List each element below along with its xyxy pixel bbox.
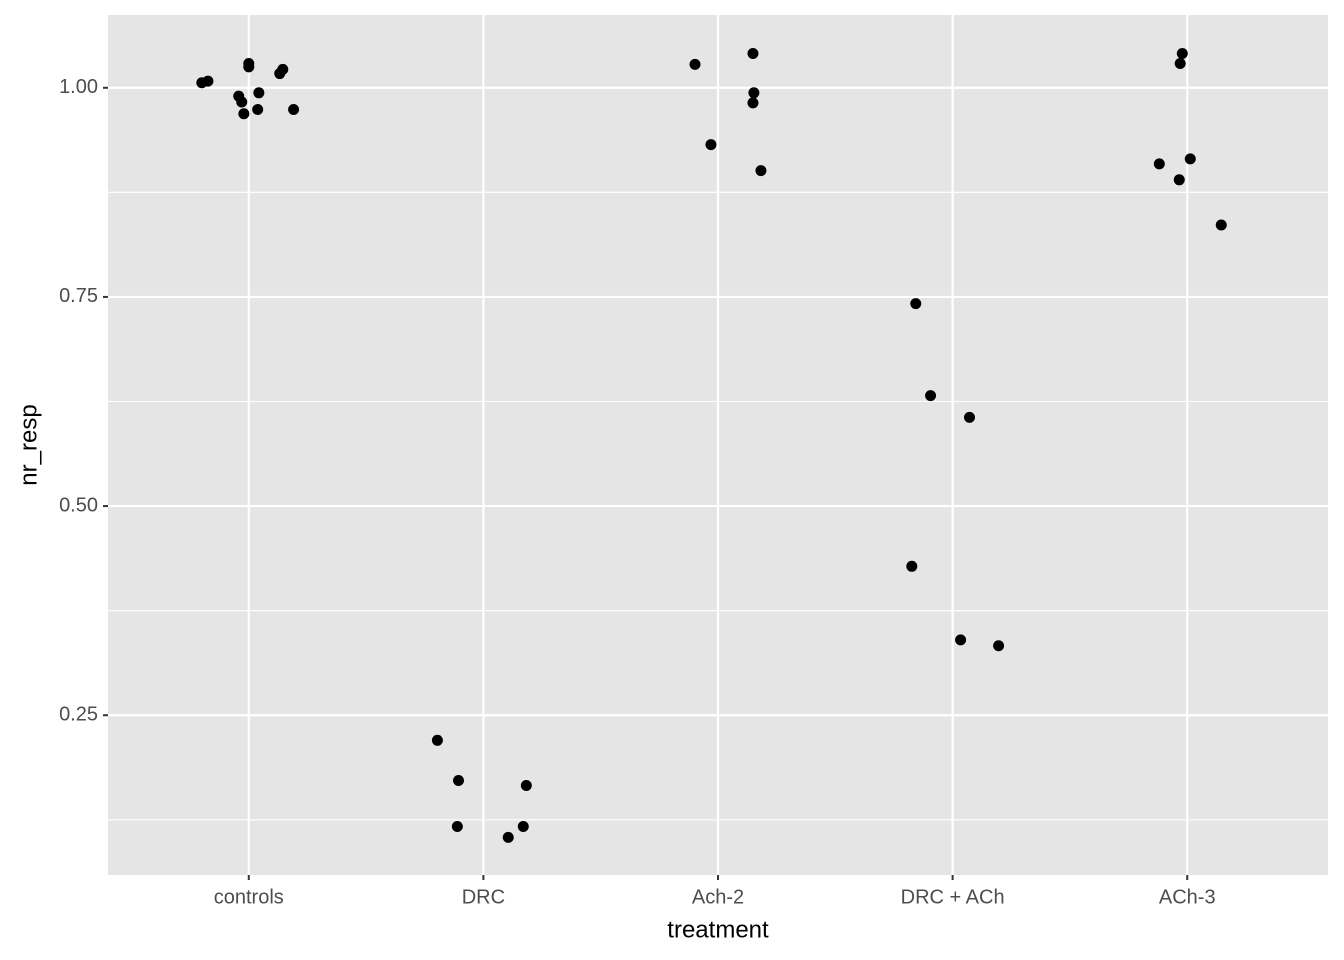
point	[451, 820, 463, 832]
x-tick-label: DRC + ACh	[901, 886, 1005, 908]
point	[955, 634, 967, 646]
point	[689, 58, 701, 70]
point	[202, 75, 214, 87]
point	[252, 104, 264, 116]
y-tick-label: 1.00	[59, 76, 98, 98]
point	[925, 390, 937, 402]
point	[277, 63, 289, 75]
y-axis-title: nr_resp	[15, 404, 42, 485]
point	[964, 411, 976, 423]
point	[1215, 219, 1227, 231]
point	[517, 820, 529, 832]
y-tick-label: 0.50	[59, 494, 98, 516]
point	[453, 774, 465, 786]
point	[906, 560, 918, 572]
x-tick-label: ACh-3	[1159, 886, 1216, 908]
point	[1173, 174, 1185, 186]
x-tick-label: DRC	[462, 886, 505, 908]
point	[747, 97, 759, 109]
point	[1176, 47, 1188, 59]
x-axis-title: treatment	[667, 916, 769, 943]
point	[431, 734, 443, 746]
x-tick-label: Ach-2	[692, 886, 744, 908]
point	[238, 108, 250, 120]
point	[236, 96, 248, 108]
point	[288, 104, 300, 116]
y-tick-label: 0.25	[59, 703, 98, 725]
point	[748, 87, 760, 99]
point	[1184, 153, 1196, 165]
point	[243, 61, 255, 73]
point	[910, 298, 922, 310]
point	[747, 47, 759, 59]
point	[502, 831, 514, 843]
point	[705, 139, 717, 151]
y-tick-label: 0.75	[59, 285, 98, 307]
point	[1153, 158, 1165, 170]
point	[993, 640, 1005, 652]
x-tick-label: controls	[214, 886, 284, 908]
point	[1174, 58, 1186, 70]
point	[755, 165, 767, 177]
point	[253, 87, 265, 99]
point	[520, 779, 532, 791]
